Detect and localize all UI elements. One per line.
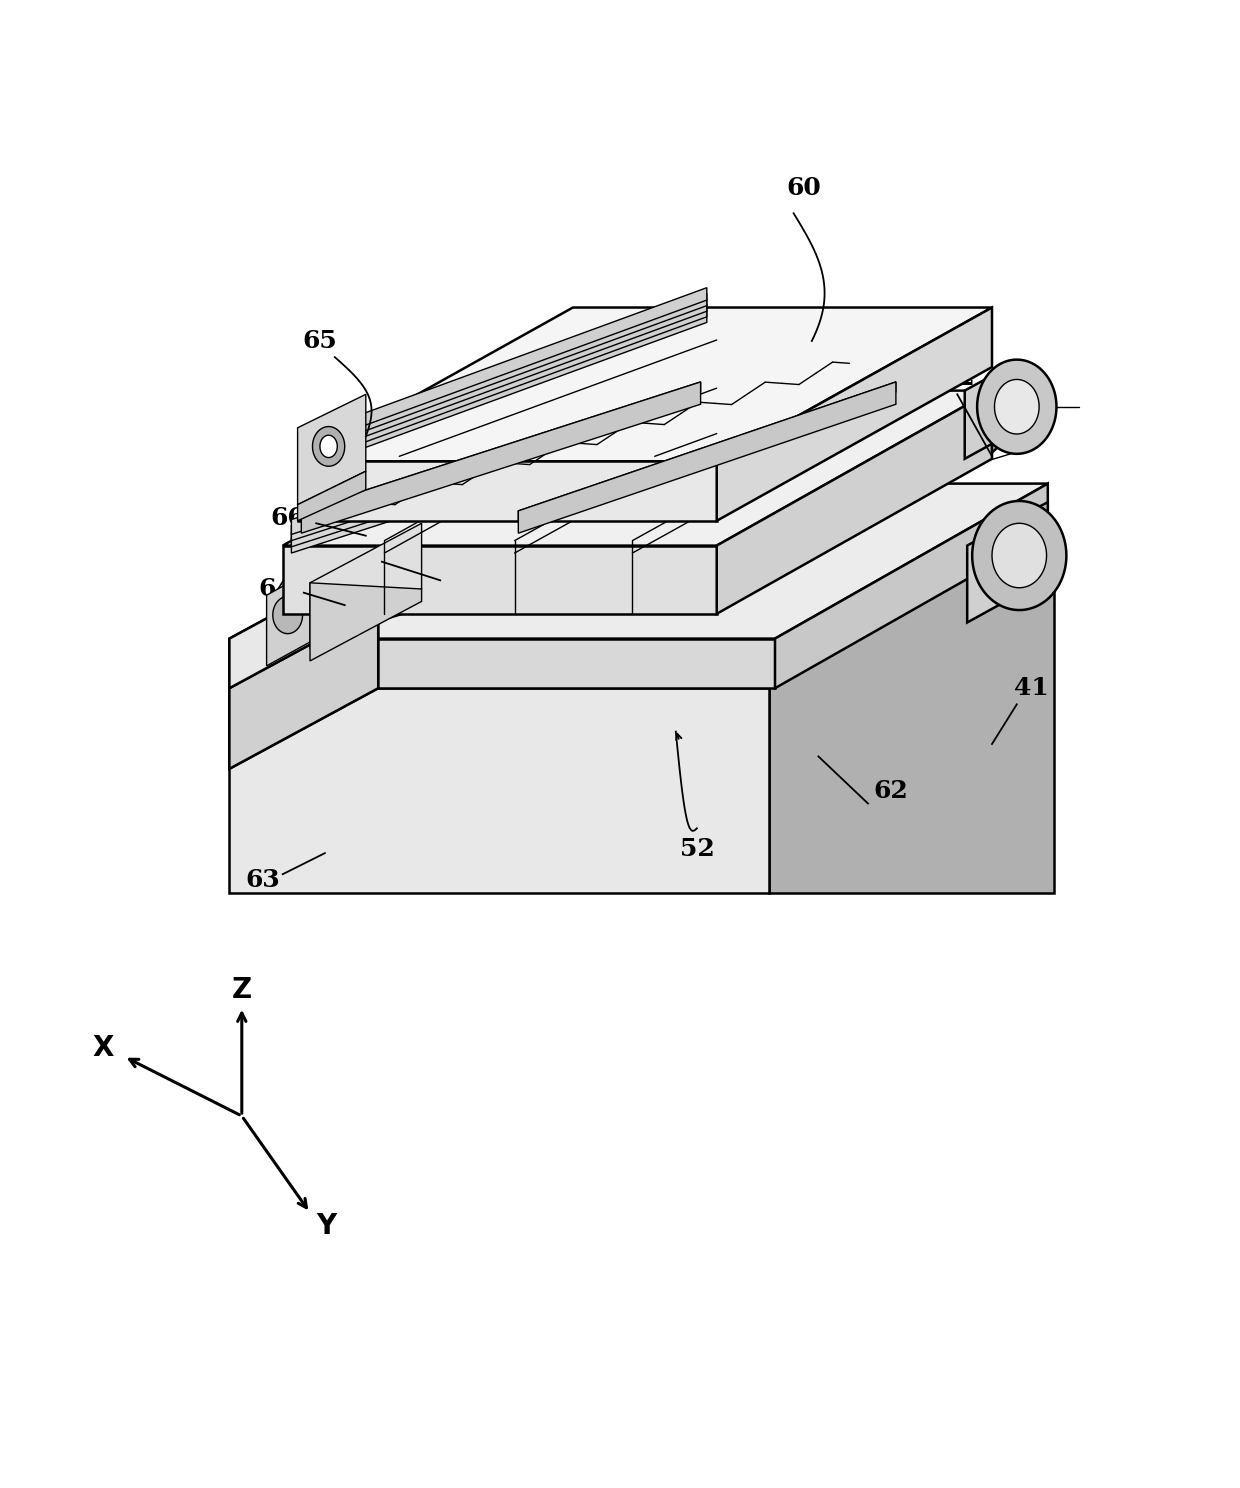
Text: 41: 41 [1014,676,1049,701]
Text: Y: Y [316,1213,336,1241]
Polygon shape [717,308,992,521]
Text: 60: 60 [786,177,821,201]
Polygon shape [229,558,378,769]
Polygon shape [992,524,1047,588]
Polygon shape [965,363,1014,458]
Text: 66: 66 [270,506,305,530]
Polygon shape [283,390,992,546]
Polygon shape [298,472,366,521]
Polygon shape [967,518,1017,622]
Polygon shape [994,379,1039,434]
Polygon shape [310,583,422,661]
Polygon shape [229,527,1054,687]
Polygon shape [229,558,378,687]
Text: 52: 52 [680,838,714,862]
Polygon shape [769,527,1054,893]
Text: X: X [92,1034,114,1062]
Polygon shape [273,597,303,634]
Polygon shape [229,607,378,769]
Polygon shape [298,461,717,521]
Polygon shape [310,524,422,649]
Polygon shape [992,363,1014,452]
Polygon shape [717,390,992,613]
Polygon shape [518,382,895,533]
Text: 42: 42 [940,366,975,390]
Polygon shape [291,397,691,540]
Polygon shape [308,287,707,446]
Polygon shape [308,305,707,463]
Polygon shape [248,484,1048,638]
Polygon shape [1017,501,1048,595]
Polygon shape [977,360,1056,454]
Polygon shape [283,546,717,613]
Polygon shape [298,308,992,461]
Polygon shape [320,436,337,457]
Text: 62: 62 [873,780,908,804]
Text: 61: 61 [336,543,371,567]
Polygon shape [291,403,691,546]
Text: 65: 65 [303,329,337,353]
Polygon shape [248,638,775,687]
Polygon shape [267,568,316,667]
Polygon shape [291,391,691,534]
Text: Z: Z [232,976,252,1003]
Polygon shape [291,409,691,554]
Text: 64: 64 [258,577,293,601]
Polygon shape [972,501,1066,610]
Polygon shape [518,382,895,521]
Polygon shape [298,394,366,504]
Text: 63: 63 [246,869,280,893]
Polygon shape [312,427,345,466]
Polygon shape [308,310,707,469]
Polygon shape [308,299,707,458]
Polygon shape [229,687,769,893]
Polygon shape [301,382,701,521]
Polygon shape [775,484,1048,687]
Polygon shape [301,382,701,533]
Polygon shape [308,293,707,452]
